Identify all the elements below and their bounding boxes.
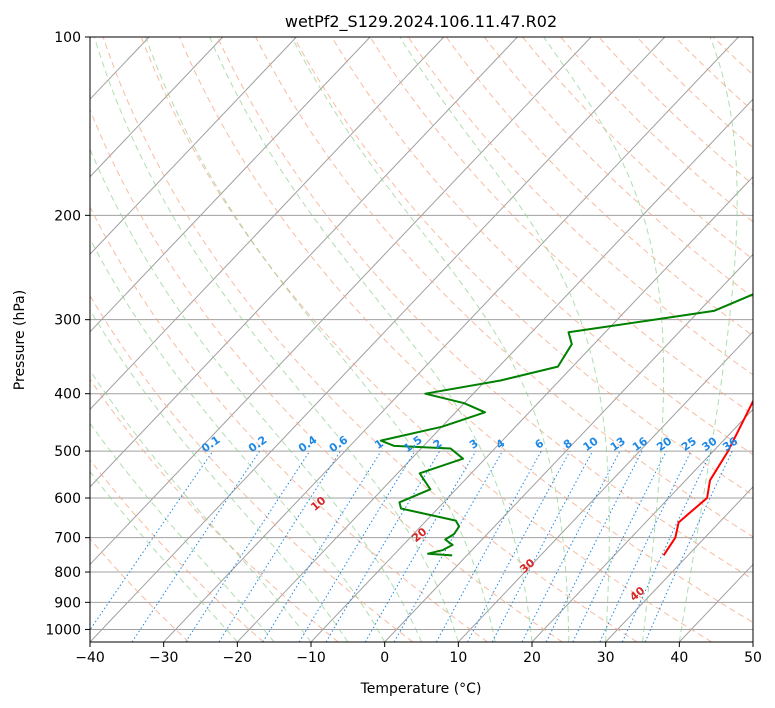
- dry-adiabat-line: [255, 37, 753, 538]
- x-tick-label: 40: [670, 650, 688, 666]
- isotherm-line: [90, 37, 592, 566]
- y-tick-label: 900: [54, 595, 81, 611]
- mixing-ratio-line: [572, 450, 667, 642]
- y-tick-label: 500: [54, 444, 81, 460]
- y-tick-label: 1000: [45, 622, 81, 638]
- isotherm-line: [90, 37, 445, 411]
- moist-adiabat-line: [145, 37, 496, 642]
- isotherm-line: [90, 37, 224, 178]
- moist-adiabat-line: [678, 37, 738, 642]
- isotherm-line: [384, 253, 753, 642]
- temperature-trace: [662, 399, 753, 556]
- y-tick-label: 400: [54, 387, 81, 403]
- moist-adiabat-line: [543, 37, 665, 642]
- mixing-ratio-line: [90, 450, 214, 631]
- chart-title: wetPf2_S129.2024.106.11.47.R02: [285, 12, 557, 32]
- isotherm-line: [90, 37, 297, 256]
- moist-adiabat-line: [291, 37, 570, 642]
- moist-adiabat-line: [209, 37, 533, 642]
- x-tick-label: 50: [744, 650, 762, 666]
- dry-adiabat-line: [217, 37, 753, 580]
- isotherm-line: [236, 98, 753, 642]
- dry-adiabat-line: [90, 294, 414, 642]
- mixing-ratio-line: [185, 450, 311, 642]
- axes: −40 −30 −20 −10 0 10 20 30 40 50 100 200 300 400 500 60…: [45, 30, 762, 666]
- dry-adiabat-line: [369, 37, 753, 415]
- isotherm-line: [90, 37, 518, 488]
- dry-adiabat-line: [178, 37, 753, 623]
- mixing-ratio-line: [644, 450, 733, 642]
- dry-adiabat-line: [90, 459, 264, 642]
- mixing-ratio-line: [298, 450, 416, 642]
- x-tick-label: −40: [75, 650, 105, 666]
- moist-adiabat-line: [90, 369, 312, 642]
- isotherm-line: [90, 37, 371, 333]
- x-tick-label: 20: [523, 650, 541, 666]
- dry-adiabat-line: [140, 37, 712, 642]
- y-tick-label: 200: [54, 208, 81, 224]
- dry-adiabat-line: [90, 108, 563, 642]
- dry-adiabat-line: [90, 205, 488, 642]
- moist-adiabat-line: [90, 148, 422, 642]
- dry-adiabat-line: [293, 37, 753, 496]
- mixing-ratio-line: [435, 450, 542, 642]
- mixing-ratio-line: [467, 450, 571, 642]
- isotherm-line: [605, 486, 753, 642]
- mixing-ratio-line: [262, 450, 382, 642]
- y-axis-label: Pressure (hPa): [12, 290, 28, 390]
- x-axis-label: Temperature (°C): [360, 681, 482, 697]
- dry-adiabat-line: [102, 37, 638, 642]
- isotherm-line: [457, 331, 753, 642]
- dewpoint-trace: [379, 293, 753, 557]
- mixing-ratio-line: [393, 450, 503, 642]
- y-tick-label: 700: [54, 531, 81, 547]
- y-tick-label: 300: [54, 313, 81, 329]
- dry-adiabat-line: [331, 37, 753, 456]
- y-tick-label: 100: [54, 30, 81, 46]
- x-tick-label: −30: [149, 650, 179, 666]
- isotherm-line: [531, 408, 753, 642]
- x-tick-label: −10: [296, 650, 326, 666]
- moist-adiabat-line: [399, 37, 610, 642]
- x-tick-label: 30: [597, 650, 615, 666]
- moist-adiabat-line: [90, 309, 349, 642]
- dry-adiabat-line: [407, 37, 753, 376]
- y-tick-label: 600: [54, 491, 81, 507]
- y-tick-label: 800: [54, 565, 81, 581]
- isotherm-line: [163, 37, 739, 642]
- mixing-ratio-line: [218, 450, 341, 642]
- x-tick-label: 10: [449, 650, 467, 666]
- background-lines: [90, 37, 753, 642]
- moist-adiabat-line: [90, 422, 275, 642]
- moist-adiabat-line: [93, 37, 459, 642]
- x-tick-label: −20: [223, 650, 253, 666]
- dry-adiabat-line: [90, 537, 190, 642]
- plot-frame: [89, 36, 754, 643]
- moist-adiabat-line: [90, 470, 238, 642]
- moist-adiabat-line: [90, 237, 386, 642]
- mixing-ratio-line: [131, 450, 261, 642]
- series-lines: [379, 293, 753, 557]
- mixing-ratio-line: [545, 450, 643, 642]
- x-tick-label: 0: [380, 650, 389, 666]
